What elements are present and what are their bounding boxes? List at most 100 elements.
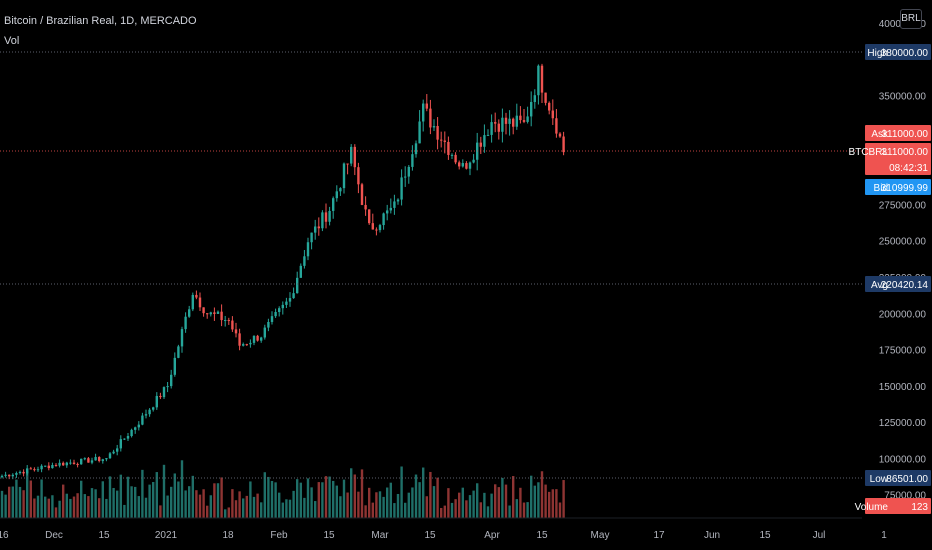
candle-body [152,407,155,410]
volume-bar [180,460,184,518]
volume-bar [105,498,108,518]
candle-body [447,141,450,155]
candle-body [130,429,133,437]
volume-bar [533,485,536,518]
volume-bar [501,477,504,518]
bid-tag-label: Bid [874,183,888,194]
volume-bar [152,482,155,518]
candle-body [26,468,29,474]
candle-body [209,312,212,315]
candle-body [418,121,421,144]
volume-bar [40,479,43,518]
candle-body [414,143,418,155]
candle-body [526,116,529,122]
volume-bar [80,480,83,518]
candle-body [270,316,274,322]
price-tick-label: 100000.00 [879,454,927,465]
candle-body [544,92,547,103]
candle-body [450,154,454,156]
volume-bar [357,491,360,518]
volume-bar [148,484,151,518]
candle-body [382,213,385,226]
volume-bar [288,499,292,518]
volume-bar [116,490,119,518]
candle-body [47,465,50,469]
candle-body [80,458,83,465]
candle-body [69,462,72,464]
candle-body [350,146,353,164]
candle-body [22,471,25,474]
candle-body [87,458,90,463]
volume-bar [371,502,374,518]
candle-body [29,468,32,470]
volume-bar [432,486,436,518]
volume-bar [195,490,198,518]
candle-body [119,439,122,449]
candle-body [216,311,220,314]
volume-indicator-label[interactable]: Vol [4,35,20,47]
symbol-title[interactable]: Bitcoin / Brazilian Real, 1D, MERCADO [4,15,197,27]
time-tick-label: 15 [759,530,771,541]
volume-bar [375,492,378,518]
volume-bar [202,489,205,518]
candle-body [188,309,191,317]
volume-bar [447,488,450,518]
candle-body [461,163,464,167]
candle-body [342,163,346,189]
candle-body [4,474,7,476]
volume-bar [137,496,140,518]
volume-bar [123,504,126,518]
candle-body [274,311,277,317]
volume-bar [364,505,367,518]
candle-body [389,207,392,211]
candle-body [328,210,331,222]
candle-body [486,134,490,136]
candle-body [234,329,238,334]
currency-button[interactable]: BRL [900,9,922,29]
volume-bar [389,482,392,518]
time-tick-label: 15 [536,530,548,541]
price-tick-label: 250000.00 [879,237,927,248]
candle-body [454,154,457,163]
candle-body [324,212,328,222]
candle-body [159,395,162,398]
volume-bar [220,477,223,518]
candle-body [357,167,360,185]
candle-body [170,374,173,387]
volume-bar [278,492,281,518]
candle-body [314,226,317,233]
candle-body [105,458,108,460]
candle-body [371,223,374,230]
volume-bar [476,483,479,518]
volume-bar [544,484,547,518]
candle-body [512,118,515,127]
volume-bar [209,495,212,518]
candle-body [0,475,4,478]
candle-body [76,463,79,465]
volume-bar [497,487,500,518]
volume-bar [558,502,562,518]
volume-bar [281,502,284,518]
candle-body [335,191,338,199]
candle-body [116,448,119,452]
volume-bar [144,497,148,518]
candle-body [339,188,342,192]
volume-bar [159,505,162,518]
candle-body [40,465,43,470]
volume-bar [504,484,508,518]
candle-body [440,139,443,141]
volume-bar [11,486,14,518]
price-tick-label: 150000.00 [879,382,927,393]
candle-body [296,277,299,294]
volume-bar [22,490,25,518]
volume-bar [76,493,79,518]
candle-body [533,95,536,103]
candlesticks [0,63,565,480]
time-axis[interactable]: 16 Dec 15 2021 18 Feb 15 Mar 15 Apr 15 May 17 Jun 15 Ju… [0,530,887,541]
volume-bar [8,486,11,518]
volume-bar [98,498,101,518]
candle-body [306,242,310,257]
candle-body [429,108,432,128]
candle-body [144,414,148,416]
